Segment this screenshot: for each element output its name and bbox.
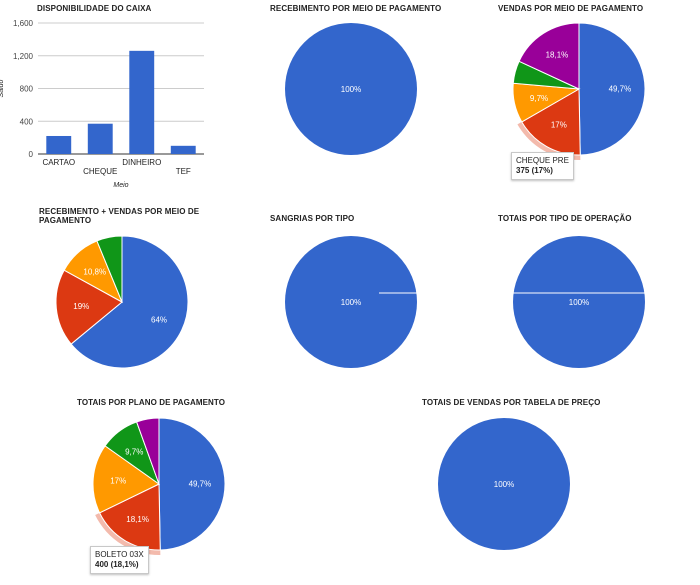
- pie-slice-label: 9,7%: [125, 447, 143, 456]
- tooltip-name: CHEQUE PRE: [516, 156, 569, 165]
- chart-title-receb-vendas: RECEBIMENTO + VENDAS POR MEIO DE PAGAMEN…: [39, 207, 200, 225]
- pie-slice-label: 17%: [551, 121, 567, 130]
- pie-slice-label: 19%: [73, 302, 89, 311]
- x-tick-label: TEF: [176, 167, 191, 176]
- pie-chart-recebimento: 100%: [285, 23, 417, 155]
- pie-slice-label: 18,1%: [126, 515, 149, 524]
- chart-title-vendas: VENDAS POR MEIO DE PAGAMENTO: [498, 4, 644, 13]
- pie-slice[interactable]: [63, 240, 124, 304]
- pie-slice-label: 10,8%: [83, 267, 106, 276]
- pie-slice[interactable]: [104, 421, 161, 486]
- tooltip-value: 375 (17%): [516, 166, 553, 175]
- tooltip-value: 400 (18,1%): [95, 560, 139, 569]
- pie-slice-label: 100%: [341, 85, 361, 94]
- pie-chart-totais_plano: 49,7% 18,1% 17% 9,7%: [92, 417, 226, 555]
- y-tick-label: 400: [20, 117, 34, 126]
- bar-chart-disponibilidade: 0 400 800 1,200 1,600 CARTAO CHEQUE DINHEIRO TEF…: [0, 19, 204, 189]
- bar-cheque[interactable]: [87, 123, 113, 154]
- pie-slice[interactable]: [96, 235, 123, 303]
- pie-slice-label: 18,1%: [546, 51, 569, 60]
- pie-slice-label: 49,7%: [189, 480, 212, 489]
- pie-slice[interactable]: [70, 235, 189, 369]
- chart-title-totais-operacao: TOTAIS POR TIPO DE OPERAÇÃO: [498, 214, 632, 223]
- x-tick-label: CARTAO: [42, 158, 75, 167]
- chart-title-disponibilidade: DISPONIBILIDADE DO CAIXA: [37, 4, 152, 13]
- tooltip-name: BOLETO 03X: [95, 550, 144, 559]
- pie-slice-label: 17%: [110, 477, 126, 486]
- bar-cartao[interactable]: [46, 135, 72, 154]
- pie-slice[interactable]: [285, 23, 417, 155]
- pie-chart-vendas: 49,7% 17% 9,7% 18,1%: [512, 22, 646, 160]
- pie-chart-receb_vendas: 64% 19% 10,8%: [55, 235, 189, 369]
- pie-slice[interactable]: [98, 483, 161, 551]
- tooltip-cheque-pre: CHEQUE PRE 375 (17%): [511, 152, 574, 180]
- bar-tef[interactable]: [170, 145, 196, 154]
- y-tick-label: 1,200: [13, 52, 34, 61]
- y-tick-label: 800: [20, 85, 34, 94]
- pie-slice-label: 9,7%: [530, 94, 548, 103]
- pie-slice[interactable]: [512, 82, 581, 123]
- pie-slice[interactable]: [513, 236, 645, 368]
- y-tick-label: 1,600: [13, 19, 34, 28]
- pie-slice[interactable]: [512, 60, 580, 90]
- x-tick-label: DINHEIRO: [122, 158, 161, 167]
- bar-dinheiro[interactable]: [129, 50, 155, 154]
- pie-slice[interactable]: [518, 22, 580, 90]
- pie-slice-label: 49,7%: [609, 85, 632, 94]
- pie-chart-sangrias: 100%: [285, 236, 417, 368]
- pie-slice-label: 100%: [494, 480, 514, 489]
- pie-slice-label: 100%: [341, 298, 361, 307]
- chart-title-sangrias: SANGRIAS POR TIPO: [270, 214, 355, 223]
- pie-chart-totais_tabela: 100%: [438, 418, 570, 550]
- pie-slice[interactable]: [136, 417, 160, 485]
- x-tick-label: CHEQUE: [83, 167, 117, 176]
- tooltip-boleto-03x: BOLETO 03X 400 (18,1%): [90, 546, 149, 574]
- pie-slice-label: 64%: [151, 315, 167, 324]
- x-axis-label: Meio: [113, 182, 128, 189]
- pie-chart-totais_operacao: 100%: [513, 236, 645, 368]
- y-axis-label: Saldo: [0, 79, 5, 97]
- chart-title-totais-plano: TOTAIS POR PLANO DE PAGAMENTO: [77, 398, 226, 407]
- y-tick-label: 0: [29, 150, 34, 159]
- pie-slice[interactable]: [285, 236, 417, 368]
- chart-title-recebimento: RECEBIMENTO POR MEIO DE PAGAMENTO: [270, 4, 442, 13]
- pie-slice[interactable]: [438, 418, 570, 550]
- pie-slice[interactable]: [92, 445, 160, 514]
- pie-slice[interactable]: [521, 88, 581, 156]
- pie-slice[interactable]: [55, 269, 123, 345]
- pie-slice[interactable]: [578, 22, 646, 156]
- chart-title-totais-tabela: TOTAIS DE VENDAS POR TABELA DE PREÇO: [422, 398, 601, 407]
- pie-slice[interactable]: [158, 417, 226, 551]
- pie-slice-label: 100%: [569, 298, 589, 307]
